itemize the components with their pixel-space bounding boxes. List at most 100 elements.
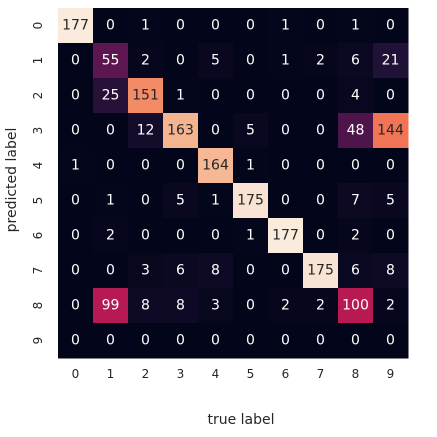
cell-value-label: 0 [246,53,255,69]
cell-value-label: 0 [71,333,80,349]
heatmap-cell [58,218,94,254]
heatmap-cell [338,113,374,149]
heatmap-cell [338,218,374,254]
heatmap-cell [268,8,304,44]
heatmap-cell [233,8,269,44]
cell-value-label: 0 [316,193,325,209]
cell-value-label: 48 [347,123,365,139]
heatmap-cell [198,218,234,254]
cell-value-label: 8 [141,298,150,314]
cell-value-label: 164 [202,158,229,174]
heatmap-cell [163,8,199,44]
heatmap-cell [233,78,269,114]
y-tick-label: 6 [31,232,45,240]
cell-value-label: 1 [281,18,290,34]
heatmap-cell [163,218,199,254]
y-tick-label: 4 [31,162,45,170]
cell-value-label: 2 [106,228,115,244]
heatmap-cell [268,288,304,324]
x-tick-label: 4 [212,367,220,381]
heatmap-cell [58,8,94,44]
heatmap-cell [93,288,129,324]
x-tick-label: 9 [387,367,395,381]
heatmap-cell [93,253,129,289]
heatmap-cell [268,78,304,114]
y-axis-ticks: 0 1 2 3 4 5 6 7 8 9 [31,22,45,345]
y-axis-label: predicted label [4,128,20,233]
x-tick-label: 1 [107,367,115,381]
cell-value-label: 0 [71,228,80,244]
heatmap-cell [58,323,94,359]
cell-value-label: 175 [307,263,334,279]
heatmap-cell [373,148,409,184]
heatmap-cell [373,288,409,324]
cell-value-label: 0 [316,18,325,34]
cell-value-label: 0 [141,158,150,174]
cell-value-label: 5 [176,193,185,209]
cell-value-label: 2 [141,53,150,69]
cell-value-label: 0 [176,18,185,34]
cell-value-label: 0 [141,228,150,244]
cell-value-label: 2 [386,298,395,314]
cell-value-label: 1 [351,18,360,34]
heatmap-cell [198,8,234,44]
heatmap-cell [373,183,409,219]
heatmap-cell [303,218,339,254]
heatmap-cell [303,323,339,359]
cell-value-label: 0 [351,158,360,174]
heatmap-cell [268,113,304,149]
heatmap-cell [268,218,304,254]
cell-value-label: 3 [211,298,220,314]
heatmap-cell [93,8,129,44]
x-tick-label: 0 [72,367,80,381]
heatmap-cell [303,253,339,289]
cell-value-label: 0 [106,18,115,34]
cell-value-label: 175 [237,193,264,209]
heatmap-cell [198,78,234,114]
cell-value-label: 0 [211,333,220,349]
heatmap-cell [303,288,339,324]
cell-value-label: 0 [176,333,185,349]
heatmap-cell [58,183,94,219]
y-tick-label: 0 [31,22,45,30]
heatmap-cell [233,218,269,254]
heatmap-cell [58,253,94,289]
heatmap-cell [58,78,94,114]
heatmap-cell [58,148,94,184]
heatmap-cell [163,78,199,114]
cell-value-label: 4 [351,88,360,104]
heatmap-cell [198,288,234,324]
heatmap-cell [93,43,129,79]
x-tick-label: 6 [282,367,290,381]
cell-value-label: 0 [176,158,185,174]
heatmap-cell [268,253,304,289]
cell-value-label: 0 [386,228,395,244]
cell-value-label: 0 [281,193,290,209]
heatmap-cell [233,113,269,149]
heatmap-cell [93,113,129,149]
cell-value-label: 6 [351,53,360,69]
heatmap-cell [128,183,164,219]
heatmap-cell [303,8,339,44]
heatmap-cell [128,113,164,149]
heatmap-cell [373,323,409,359]
cell-value-label: 8 [386,263,395,279]
cell-value-label: 0 [211,88,220,104]
x-tick-label: 2 [142,367,150,381]
cell-value-label: 144 [377,123,404,139]
cell-value-label: 99 [102,298,120,314]
cell-value-label: 0 [281,123,290,139]
cell-value-label: 25 [102,88,120,104]
heatmap-cell [128,288,164,324]
heatmap-cell [303,183,339,219]
heatmap-cell [198,43,234,79]
cell-value-label: 0 [141,333,150,349]
heatmap-cell [233,253,269,289]
heatmap-cell [163,288,199,324]
y-tick-label: 3 [31,127,45,135]
heatmap-cell [198,253,234,289]
cell-value-label: 1 [281,53,290,69]
y-tick-label: 2 [31,92,45,100]
heatmap-cell [233,148,269,184]
